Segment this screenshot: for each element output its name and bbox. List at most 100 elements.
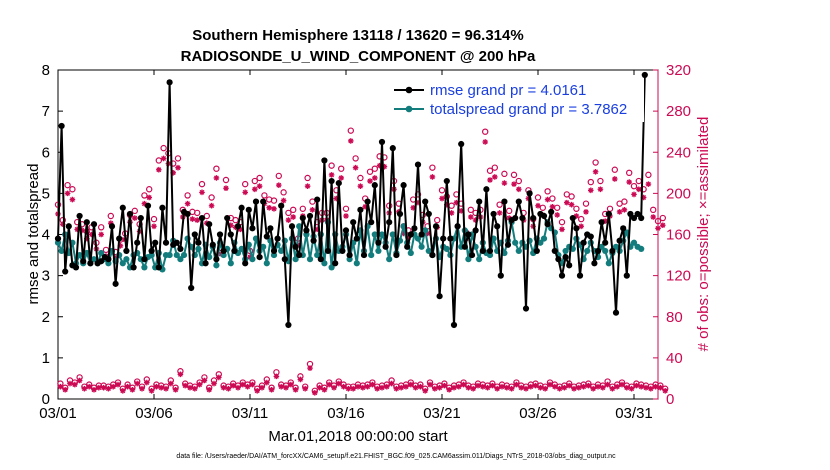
obs-possible-main-marker-62 [352, 155, 359, 162]
rmse-point-73 [317, 256, 324, 263]
obs-assimilated-main-marker-122 [640, 194, 647, 201]
obs-assimilated-main-marker-29 [194, 217, 200, 223]
y-tick-label-8: 8 [42, 62, 50, 79]
obs-possible-main-marker-19 [145, 186, 153, 193]
obs-assimilated-minor-marker-125 [657, 384, 664, 391]
rmse-point-155 [612, 309, 620, 316]
totalspread-point-114 [465, 256, 472, 263]
obs-assimilated-minor-marker-86 [470, 385, 476, 392]
rmse-point-161 [634, 210, 641, 218]
obs-assimilated-minor-marker-81 [446, 386, 452, 393]
obs-assimilated-main-marker-87 [472, 217, 479, 223]
rmse-point-150 [594, 247, 602, 255]
obs-assimilated-main-marker-13 [117, 243, 124, 249]
obs-assimilated-minor-marker-17 [139, 385, 145, 392]
obs-possible-main-marker-59 [338, 165, 345, 172]
rmse-point-156 [616, 237, 623, 244]
obs-assimilated-minor-marker-124 [652, 383, 659, 390]
y-tick-label-7: 7 [42, 103, 50, 120]
obs-possible-main-marker-65 [366, 168, 374, 175]
obs-assimilated-minor-marker-9 [100, 384, 107, 391]
obs-possible-main-marker-116 [611, 166, 619, 173]
totalspread-point-153 [605, 260, 612, 267]
obs-assimilated-minor-marker-123 [648, 385, 654, 392]
obs-assimilated-main-marker-46 [276, 182, 282, 188]
obs-assimilated-minor-marker-66 [374, 385, 380, 392]
rmse-point-102 [422, 198, 429, 205]
totalspread-point-135 [540, 235, 548, 242]
obs-assimilated-minor-marker-42 [259, 384, 265, 391]
obs-possible-main-marker-25 [174, 155, 182, 162]
obs-assimilated-minor-marker-0 [57, 383, 64, 390]
rmse-point-59 [267, 225, 274, 232]
obs-assimilated-main-marker-116 [612, 176, 618, 182]
rmse-point-80 [342, 227, 350, 234]
obs-assimilated-main-marker-3 [69, 196, 76, 203]
obs-assimilated-minor-marker-37 [235, 384, 241, 391]
obs-assimilated-minor-marker-98 [528, 383, 534, 390]
totalspread-point-31 [166, 251, 173, 259]
obs-assimilated-main-marker-36 [228, 222, 234, 229]
obs-possible-main-marker-126 [659, 214, 667, 222]
totalspread-point-152 [602, 247, 609, 255]
obs-assimilated-minor-marker-82 [451, 384, 457, 391]
totalspread-point-18 [119, 260, 126, 267]
obs-assimilated-main-marker-19 [146, 194, 152, 201]
obs-assimilated-main-marker-47 [280, 197, 287, 204]
rmse-point-131 [526, 190, 533, 197]
obs-assimilated-minor-marker-63 [360, 384, 366, 391]
rmse-point-139 [555, 256, 562, 263]
totalspread-point-70 [306, 256, 314, 263]
obs-possible-main-marker-27 [184, 192, 191, 199]
obs-assimilated-minor-marker-121 [638, 383, 644, 390]
y-tick-label-5: 5 [42, 185, 50, 202]
rmse-point-33 [173, 239, 180, 246]
rmse-point-128 [515, 198, 522, 205]
obs-assimilated-main-marker-4 [74, 226, 80, 233]
obs-assimilated-minor-marker-12 [115, 381, 121, 388]
totalspread-point-57 [260, 243, 267, 250]
obs-assimilated-minor-marker-35 [225, 385, 232, 392]
rmse-point-29 [159, 204, 166, 211]
totalspread-point-90 [378, 231, 386, 238]
rmse-point-87 [368, 219, 375, 226]
rmse-point-84 [357, 206, 364, 213]
obs-assimilated-minor-marker-95 [513, 381, 520, 388]
obs-possible-main-marker-94 [506, 207, 513, 215]
rmse-point-125 [504, 241, 512, 248]
totalspread-point-87 [368, 251, 375, 259]
obs-assimilated-main-marker-30 [199, 189, 205, 196]
obs-assimilated-main-marker-120 [631, 191, 637, 198]
obs-assimilated-main-marker-39 [242, 189, 248, 196]
obs-assimilated-main-marker-100 [535, 202, 541, 209]
obs-assimilated-minor-marker-13 [120, 387, 126, 394]
obs-assimilated-minor-marker-11 [110, 383, 116, 390]
y-tick-label-3: 3 [42, 268, 50, 285]
rmse-point-83 [353, 235, 360, 242]
obs-assimilated-main-marker-84 [458, 208, 464, 214]
obs-assimilated-main-marker-60 [343, 213, 349, 219]
obs-assimilated-minor-marker-6 [86, 383, 92, 390]
rmse-point-127 [512, 214, 519, 222]
obs-possible-main-marker-66 [371, 165, 378, 172]
obs-assimilated-minor-marker-18 [144, 379, 150, 386]
obs-assimilated-main-marker-18 [141, 200, 148, 207]
obs-assimilated-main-marker-80 [439, 195, 445, 202]
rmse-point-74 [321, 157, 328, 164]
obs-assimilated-main-marker-6 [84, 235, 90, 242]
totalspread-point-39 [195, 245, 202, 252]
totalspread-point-155 [612, 243, 620, 250]
obs-possible-main-marker-41 [251, 177, 258, 185]
rmse-point-61 [274, 235, 281, 242]
totalspread-point-44 [213, 262, 220, 269]
obs-assimilated-main-marker-109 [578, 223, 584, 230]
obs-possible-main-marker-100 [534, 194, 542, 201]
obs-assimilated-minor-marker-58 [336, 380, 342, 387]
rmse-point-157 [620, 225, 627, 232]
rmse-point-19 [123, 247, 130, 255]
totalspread-point-147 [584, 247, 591, 255]
obs-assimilated-minor-marker-2 [67, 380, 73, 387]
obs-assimilated-main-marker-94 [506, 215, 512, 221]
rmse-point-40 [198, 214, 206, 222]
obs-assimilated-minor-marker-73 [408, 381, 414, 388]
